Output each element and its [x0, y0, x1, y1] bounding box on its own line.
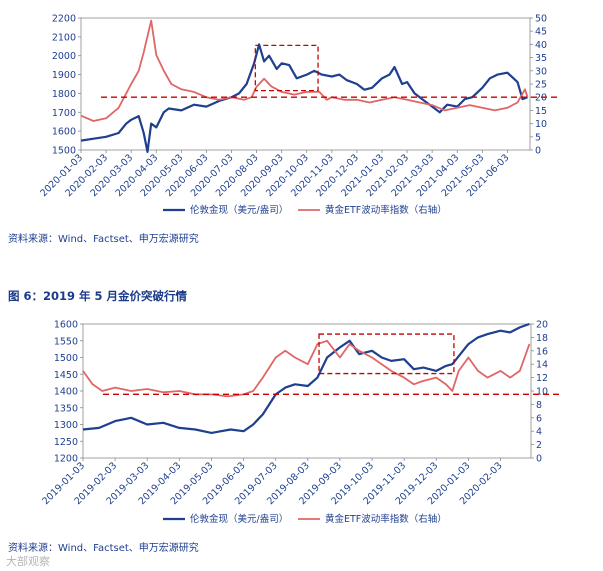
highlight-dashed-box: [318, 333, 455, 375]
left-axis-tick-label: 1250: [54, 437, 78, 448]
left-axis-tick-label: 1500: [52, 146, 76, 157]
right-axis-tick-label: 4: [536, 427, 542, 438]
legend-label-gold: 伦敦金现（美元/盎司）: [190, 204, 288, 216]
plot-frame: [80, 17, 531, 151]
legend-label-gold: 伦敦金现（美元/盎司）: [190, 513, 288, 525]
right-axis-tick-label: 8: [536, 400, 542, 411]
right-axis-tick-label: 40: [535, 40, 547, 51]
right-axis-tick-label: 30: [535, 66, 547, 77]
gold-spot-series-line: [80, 43, 528, 153]
left-axis-tick-label: 1400: [54, 387, 78, 398]
legend-label-etf: 黄金ETF波动率指数（右轴）: [325, 513, 447, 525]
source-note-bottom: 资料来源：Wind、Factset、申万宏源研究: [8, 541, 199, 554]
right-axis-tick-label: 14: [536, 360, 548, 371]
left-axis-tick-label: 2000: [52, 51, 76, 62]
source-note-top: 资料来源：Wind、Factset、申万宏源研究: [8, 232, 199, 245]
right-axis-tick-label: 10: [535, 119, 547, 130]
left-axis-tick-label: 1500: [54, 353, 78, 364]
left-axis-tick-label: 1600: [52, 127, 76, 138]
right-axis-tick-label: 0: [536, 454, 542, 465]
left-axis-tick-label: 2100: [52, 32, 76, 43]
left-axis-tick-label: 1200: [54, 454, 78, 465]
right-axis-tick-label: 10: [536, 387, 548, 398]
left-axis-tick-label: 1450: [54, 370, 78, 381]
left-axis-tick-label: 1350: [54, 403, 78, 414]
etf-volatility-series-line: [80, 19, 529, 122]
legend-label-etf: 黄金ETF波动率指数（右轴）: [325, 204, 447, 216]
right-axis-tick-label: 50: [535, 14, 547, 25]
watermark: 大部观察: [6, 554, 50, 568]
right-axis-tick-label: 12: [536, 373, 548, 384]
right-axis-tick-label: 0: [535, 146, 541, 157]
gold-etf-chart-2019: 1200 1250 1300 1350 1400 1450 1500 1550 1600 0 2 4 6…: [40, 320, 559, 525]
gold-spot-series-line: [82, 322, 530, 434]
right-axis-tick-label: 15: [535, 106, 547, 117]
highlight-dashed-box: [254, 44, 319, 92]
plot-frame: [82, 323, 532, 459]
right-axis-tick-label: 6: [536, 413, 542, 424]
right-axis-tick-label: 45: [535, 27, 547, 38]
left-axis-tick-label: 2200: [52, 14, 76, 25]
etf-volatility-series-line: [82, 339, 531, 398]
right-axis-tick-label: 25: [535, 80, 547, 91]
right-axis-tick-label: 20: [535, 93, 547, 104]
left-axis-tick-label: 1600: [54, 320, 78, 331]
figure-heading: 图 6：2019 年 5 月金价突破行情: [8, 289, 188, 303]
right-axis-tick-label: 16: [536, 346, 548, 357]
left-axis-tick-label: 1900: [52, 70, 76, 81]
right-axis-tick-label: 20: [536, 320, 548, 331]
right-axis-tick-label: 35: [535, 53, 547, 64]
gold-etf-chart-2020: 1500 1600 1700 1800 1900 2000 2100 2200 0 5 10 15 20…: [38, 14, 558, 216]
right-axis-tick-label: 18: [536, 333, 548, 344]
left-axis-tick-label: 1700: [52, 108, 76, 119]
left-axis-tick-label: 1300: [54, 420, 78, 431]
right-axis-tick-label: 5: [535, 132, 541, 143]
left-axis-tick-label: 1550: [54, 336, 78, 347]
right-axis-tick-label: 2: [536, 440, 542, 451]
left-axis-tick-label: 1800: [52, 89, 76, 100]
